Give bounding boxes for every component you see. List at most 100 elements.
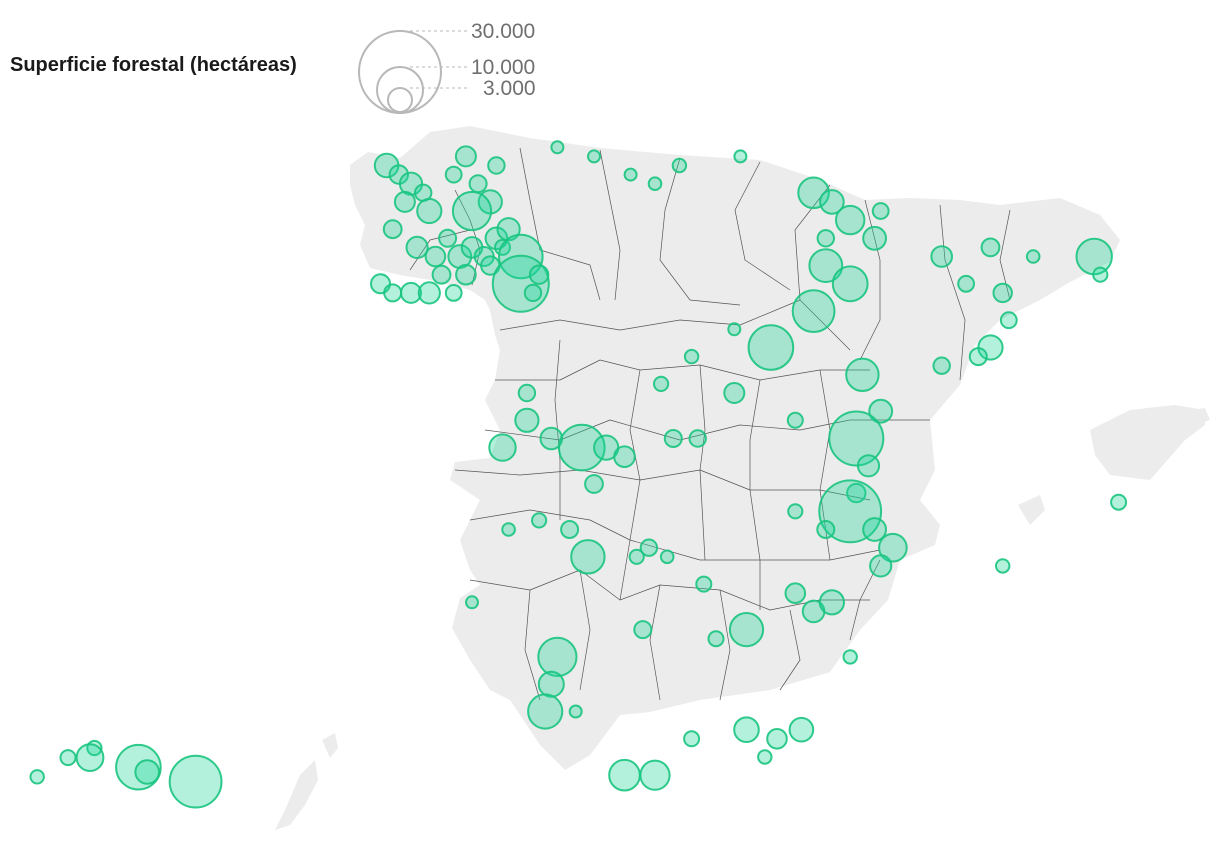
fire-bubble — [733, 149, 748, 164]
fire-bubble — [639, 759, 671, 791]
fire-bubble — [671, 157, 688, 174]
fire-bubble — [393, 190, 416, 213]
fire-bubble — [653, 375, 670, 392]
fire-bubble — [647, 176, 663, 191]
fire-bubble — [828, 410, 885, 467]
fire-bubble — [539, 426, 564, 451]
fire-bubble — [856, 454, 881, 478]
legend-circle-3000 — [387, 87, 413, 113]
fire-bubble — [134, 759, 160, 785]
province-border — [524, 589, 541, 701]
fire-bubble — [878, 532, 908, 563]
fire-bubble — [842, 649, 858, 665]
fire-bubble — [992, 282, 1013, 304]
fire-bubble — [417, 281, 441, 305]
fire-bubble — [623, 167, 638, 182]
fire-bubbles — [29, 140, 1128, 809]
fire-bubble — [845, 357, 880, 392]
fire-bubble — [405, 235, 429, 259]
size-legend: Superficie forestal (hectáreas) 30.000 1… — [10, 20, 536, 114]
fire-bubble — [930, 245, 954, 268]
fire-bubble — [517, 383, 537, 403]
fire-bubble — [968, 347, 988, 367]
fire-bubble — [818, 589, 846, 616]
fire-bubble — [786, 411, 804, 429]
province-border — [734, 161, 791, 291]
fire-bubble — [59, 749, 77, 767]
fire-bubble — [862, 225, 887, 251]
fire-bubble — [788, 716, 815, 743]
fire-bubble — [787, 503, 804, 520]
fuerteventura-shape — [275, 760, 318, 830]
province-border — [409, 229, 471, 271]
fire-bubble — [819, 189, 845, 215]
fire-bubble — [608, 758, 641, 792]
fire-bubble — [797, 176, 830, 210]
fire-bubble — [550, 140, 565, 155]
fire-bubble — [633, 620, 653, 640]
fire-bubble — [831, 265, 869, 303]
fire-bubble — [816, 520, 836, 539]
fire-bubble — [757, 749, 773, 765]
fire-bubble — [491, 254, 550, 313]
fire-bubble — [168, 754, 223, 809]
legend-circle-30000 — [358, 30, 442, 114]
legend-label-3000: 3.000 — [483, 77, 536, 100]
province-border — [619, 369, 641, 601]
fire-bubble — [388, 164, 409, 185]
province-border — [484, 419, 930, 441]
fire-bubble — [527, 693, 564, 730]
province-border — [699, 364, 706, 561]
fire-bubble — [537, 670, 565, 698]
fire-bubble — [862, 517, 887, 542]
fire-bubble — [613, 445, 636, 469]
province-border — [859, 199, 881, 361]
fire-bubble — [29, 769, 45, 785]
fire-bubble — [560, 520, 580, 539]
province-border — [999, 209, 1011, 301]
fire-bubble — [784, 582, 807, 605]
fire-bubble — [444, 165, 463, 184]
province-border — [495, 359, 870, 381]
fire-bubble — [438, 228, 458, 248]
fire-bubble — [383, 283, 403, 303]
fire-bubble — [528, 264, 550, 285]
legend-title: Superficie forestal (hectáreas) — [10, 54, 297, 76]
legend-label-10000: 10.000 — [471, 56, 535, 79]
land-layer — [275, 126, 1210, 830]
fire-bubble — [728, 612, 765, 648]
fire-bubble — [531, 512, 548, 529]
fire-bubble — [727, 322, 742, 337]
fire-bubble — [75, 743, 105, 772]
fire-bubble — [995, 558, 1011, 574]
province-border — [454, 189, 481, 286]
fire-bubble — [1025, 249, 1041, 264]
province-border — [579, 569, 591, 691]
province-border — [779, 609, 801, 691]
fire-bubble — [816, 229, 835, 248]
fire-bubble — [869, 554, 893, 578]
fire-bubble — [468, 174, 488, 194]
fire-bubble — [747, 324, 795, 371]
fire-bubble — [568, 704, 583, 719]
fire-bubble — [707, 630, 725, 648]
iberian-peninsula-shape — [350, 126, 1120, 770]
province-border — [719, 589, 731, 701]
fire-bubble — [688, 429, 707, 448]
province-border — [599, 149, 621, 301]
province-border — [939, 204, 966, 381]
province-border — [454, 469, 871, 501]
menorca-shape — [1178, 408, 1210, 425]
fire-bubble — [587, 149, 601, 164]
fire-bubble — [723, 382, 746, 404]
province-border — [499, 299, 801, 331]
fire-bubble — [400, 281, 422, 304]
mallorca-shape — [1090, 405, 1205, 480]
fire-bubble — [570, 539, 606, 575]
ibiza-shape — [1018, 495, 1045, 525]
fire-bubble — [628, 548, 645, 565]
fire-bubble — [488, 433, 517, 462]
fire-bubble — [382, 219, 403, 240]
fire-bubble — [451, 190, 493, 232]
